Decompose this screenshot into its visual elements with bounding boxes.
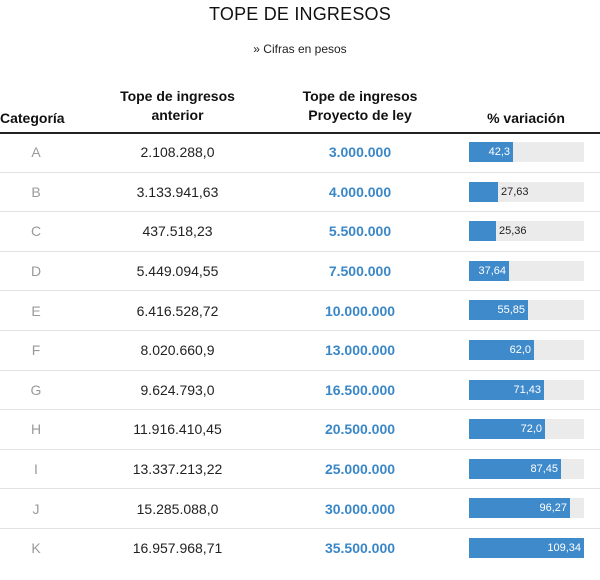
old-limit-cell: 8.020.660,9 [140, 342, 215, 359]
variation-label: 87,45 [530, 462, 558, 475]
variation-label: 37,64 [478, 264, 506, 277]
variation-bar [469, 498, 570, 519]
variation-bar-track: 25,36 [469, 221, 584, 242]
variation-bar [469, 458, 561, 479]
old-limit-cell: 11.916.410,45 [133, 421, 222, 438]
variation-bar [469, 300, 528, 321]
category-cell: K [31, 540, 41, 557]
new-limit-cell: 10.000.000 [324, 302, 396, 319]
category-cell: C [30, 223, 42, 240]
table-row: A 2.108.288,0 3.000.000 42,3 [0, 133, 600, 173]
category-cell: D [30, 263, 42, 280]
category-cell: G [30, 381, 42, 398]
old-limit-cell: 13.337.213,22 [132, 461, 223, 478]
category-cell: E [31, 302, 41, 319]
new-limit-cell: 25.000.000 [324, 461, 396, 478]
variation-label: 27,63 [501, 185, 529, 198]
new-limit-cell: 4.000.000 [328, 183, 392, 200]
category-cell: A [31, 144, 41, 161]
new-limit-cell: 7.500.000 [328, 263, 392, 280]
header-categoria: Categoría [0, 109, 65, 126]
category-cell: J [32, 500, 40, 517]
variation-bar [469, 181, 498, 202]
variation-bar-track: 55,85 [469, 300, 584, 321]
variation-label: 62,0 [509, 343, 531, 356]
header-variacion: % variación [487, 109, 565, 126]
variation-bar-track: 96,27 [469, 498, 584, 519]
header-tope-proyecto: Tope de ingresos Proyecto de ley [302, 88, 418, 123]
table-row: F 8.020.660,9 13.000.000 62,0 [0, 331, 600, 371]
category-cell: F [31, 342, 41, 359]
chart-title: TOPE DE INGRESOS [209, 4, 391, 24]
table-row: J 15.285.088,0 30.000.000 96,27 [0, 489, 600, 529]
old-limit-cell: 2.108.288,0 [140, 144, 215, 161]
category-cell: B [31, 183, 41, 200]
new-limit-cell: 35.500.000 [324, 540, 396, 557]
variation-bar [469, 419, 545, 440]
variation-label: 72,0 [520, 423, 542, 436]
chart-subtitle: » Cifras en pesos [253, 42, 347, 56]
variation-bar [469, 142, 513, 162]
variation-bar-track: 109,34 [469, 537, 584, 558]
new-limit-cell: 16.500.000 [324, 381, 396, 398]
variation-label: 42,3 [488, 146, 510, 158]
variation-bar-track: 87,45 [469, 458, 584, 479]
old-limit-cell: 6.416.528,72 [136, 302, 219, 319]
variation-bar [469, 339, 534, 360]
table-row: B 3.133.941,63 4.000.000 27,63 [0, 173, 600, 213]
variation-bar [469, 379, 544, 400]
new-limit-cell: 3.000.000 [328, 144, 392, 161]
old-limit-cell: 437.518,23 [142, 223, 213, 240]
variation-bar-track: 62,0 [469, 339, 584, 360]
old-limit-cell: 3.133.941,63 [136, 183, 219, 200]
new-limit-cell: 20.500.000 [324, 421, 396, 438]
variation-bar [469, 260, 509, 281]
variation-label: 96,27 [539, 502, 567, 515]
variation-bar-track: 72,0 [469, 419, 584, 440]
variation-bar-track: 27,63 [469, 181, 584, 202]
table-row: E 6.416.528,72 10.000.000 55,85 [0, 291, 600, 331]
variation-label: 55,85 [497, 304, 525, 317]
table-row: C 437.518,23 5.500.000 25,36 [0, 212, 600, 252]
table-row: D 5.449.094,55 7.500.000 37,64 [0, 252, 600, 292]
category-cell: I [34, 461, 38, 478]
table-body: A 2.108.288,0 3.000.000 42,3 B 3.133.941,63 4.… [0, 133, 600, 568]
table-row: I 13.337.213,22 25.000.000 87,45 [0, 450, 600, 490]
table-row: G 9.624.793,0 16.500.000 71,43 [0, 371, 600, 411]
variation-bar-track: 42,3 [469, 142, 584, 162]
old-limit-cell: 9.624.793,0 [140, 381, 215, 398]
variation-bar-track: 71,43 [469, 379, 584, 400]
variation-bar [469, 537, 584, 558]
variation-label: 25,36 [499, 225, 527, 238]
table-row: H 11.916.410,45 20.500.000 72,0 [0, 410, 600, 450]
category-cell: H [30, 421, 42, 438]
table-row: K 16.957.968,71 35.500.000 109,34 [0, 529, 600, 568]
new-limit-cell: 30.000.000 [324, 500, 396, 517]
old-limit-cell: 16.957.968,71 [132, 540, 223, 557]
table-header: Categoría Tope de ingresos anterior Tope… [0, 80, 600, 134]
new-limit-cell: 13.000.000 [324, 342, 396, 359]
old-limit-cell: 5.449.094,55 [136, 263, 219, 280]
variation-bar-track: 37,64 [469, 260, 584, 281]
header-tope-anterior: Tope de ingresos anterior [120, 88, 235, 123]
variation-label: 71,43 [513, 383, 541, 396]
variation-label: 109,34 [547, 541, 581, 554]
variation-bar [469, 221, 496, 242]
old-limit-cell: 15.285.088,0 [136, 500, 219, 517]
new-limit-cell: 5.500.000 [328, 223, 392, 240]
